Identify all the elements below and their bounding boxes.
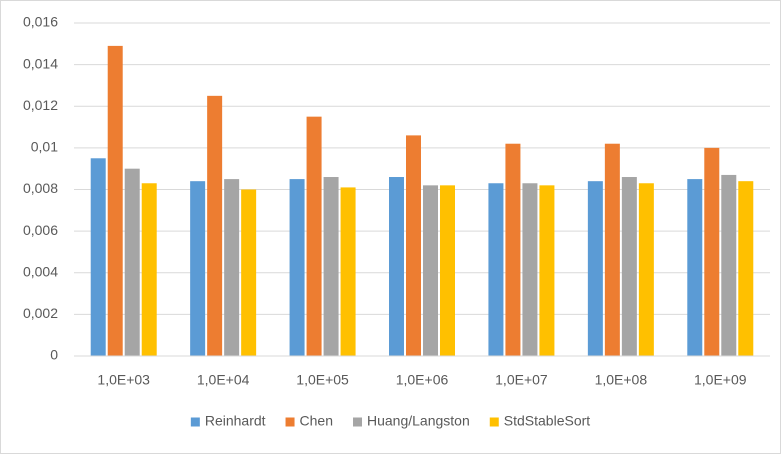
legend-label: Huang/Langston: [367, 413, 470, 429]
y-tick-label: 0,008: [23, 180, 58, 196]
x-tick-label: 1,0E+07: [495, 372, 548, 388]
bar: [207, 95, 223, 356]
bar: [190, 181, 206, 356]
bar: [604, 143, 620, 356]
bar: [124, 168, 140, 356]
x-tick-label: 1,0E+04: [197, 372, 250, 388]
y-tick-label: 0,002: [23, 305, 58, 321]
x-tick-label: 1,0E+09: [694, 372, 747, 388]
y-tick-label: 0: [50, 347, 58, 363]
y-tick-label: 0,004: [23, 263, 58, 279]
bar: [141, 183, 157, 356]
x-tick-label: 1,0E+05: [296, 372, 349, 388]
bar: [587, 181, 603, 356]
bar: [241, 189, 257, 356]
legend-swatch: [190, 417, 200, 427]
y-tick-label: 0,014: [23, 55, 58, 71]
bar: [738, 181, 754, 356]
bar: [522, 183, 538, 356]
bar: [638, 183, 654, 356]
bar: [687, 179, 703, 356]
bar: [107, 45, 123, 357]
legend-label: Reinhardt: [205, 413, 266, 429]
bar: [440, 185, 455, 356]
bar: [340, 187, 356, 356]
x-tick-label: 1,0E+08: [595, 372, 648, 388]
bar: [488, 183, 504, 356]
bar: [289, 179, 305, 356]
bar: [423, 185, 438, 356]
legend-swatch: [285, 417, 295, 427]
bar: [224, 179, 240, 356]
bar: [306, 116, 322, 356]
bar: [704, 147, 720, 356]
bar: [721, 174, 737, 356]
y-tick-label: 0,016: [23, 14, 58, 30]
bar: [389, 177, 404, 356]
legend-swatch: [353, 417, 363, 427]
y-tick-label: 0,006: [23, 222, 58, 238]
legend-swatch: [489, 417, 499, 427]
x-tick-label: 1,0E+06: [396, 372, 449, 388]
y-tick-label: 0,01: [31, 139, 58, 155]
y-tick-label: 0,012: [23, 97, 58, 113]
bar: [406, 135, 421, 356]
bar: [539, 185, 555, 356]
legend-label: StdStableSort: [504, 413, 590, 429]
bar: [90, 158, 106, 356]
x-tick-label: 1,0E+03: [97, 372, 150, 388]
bar: [323, 177, 339, 356]
legend-label: Chen: [300, 413, 333, 429]
bar: [621, 177, 637, 356]
bar: [505, 143, 521, 356]
